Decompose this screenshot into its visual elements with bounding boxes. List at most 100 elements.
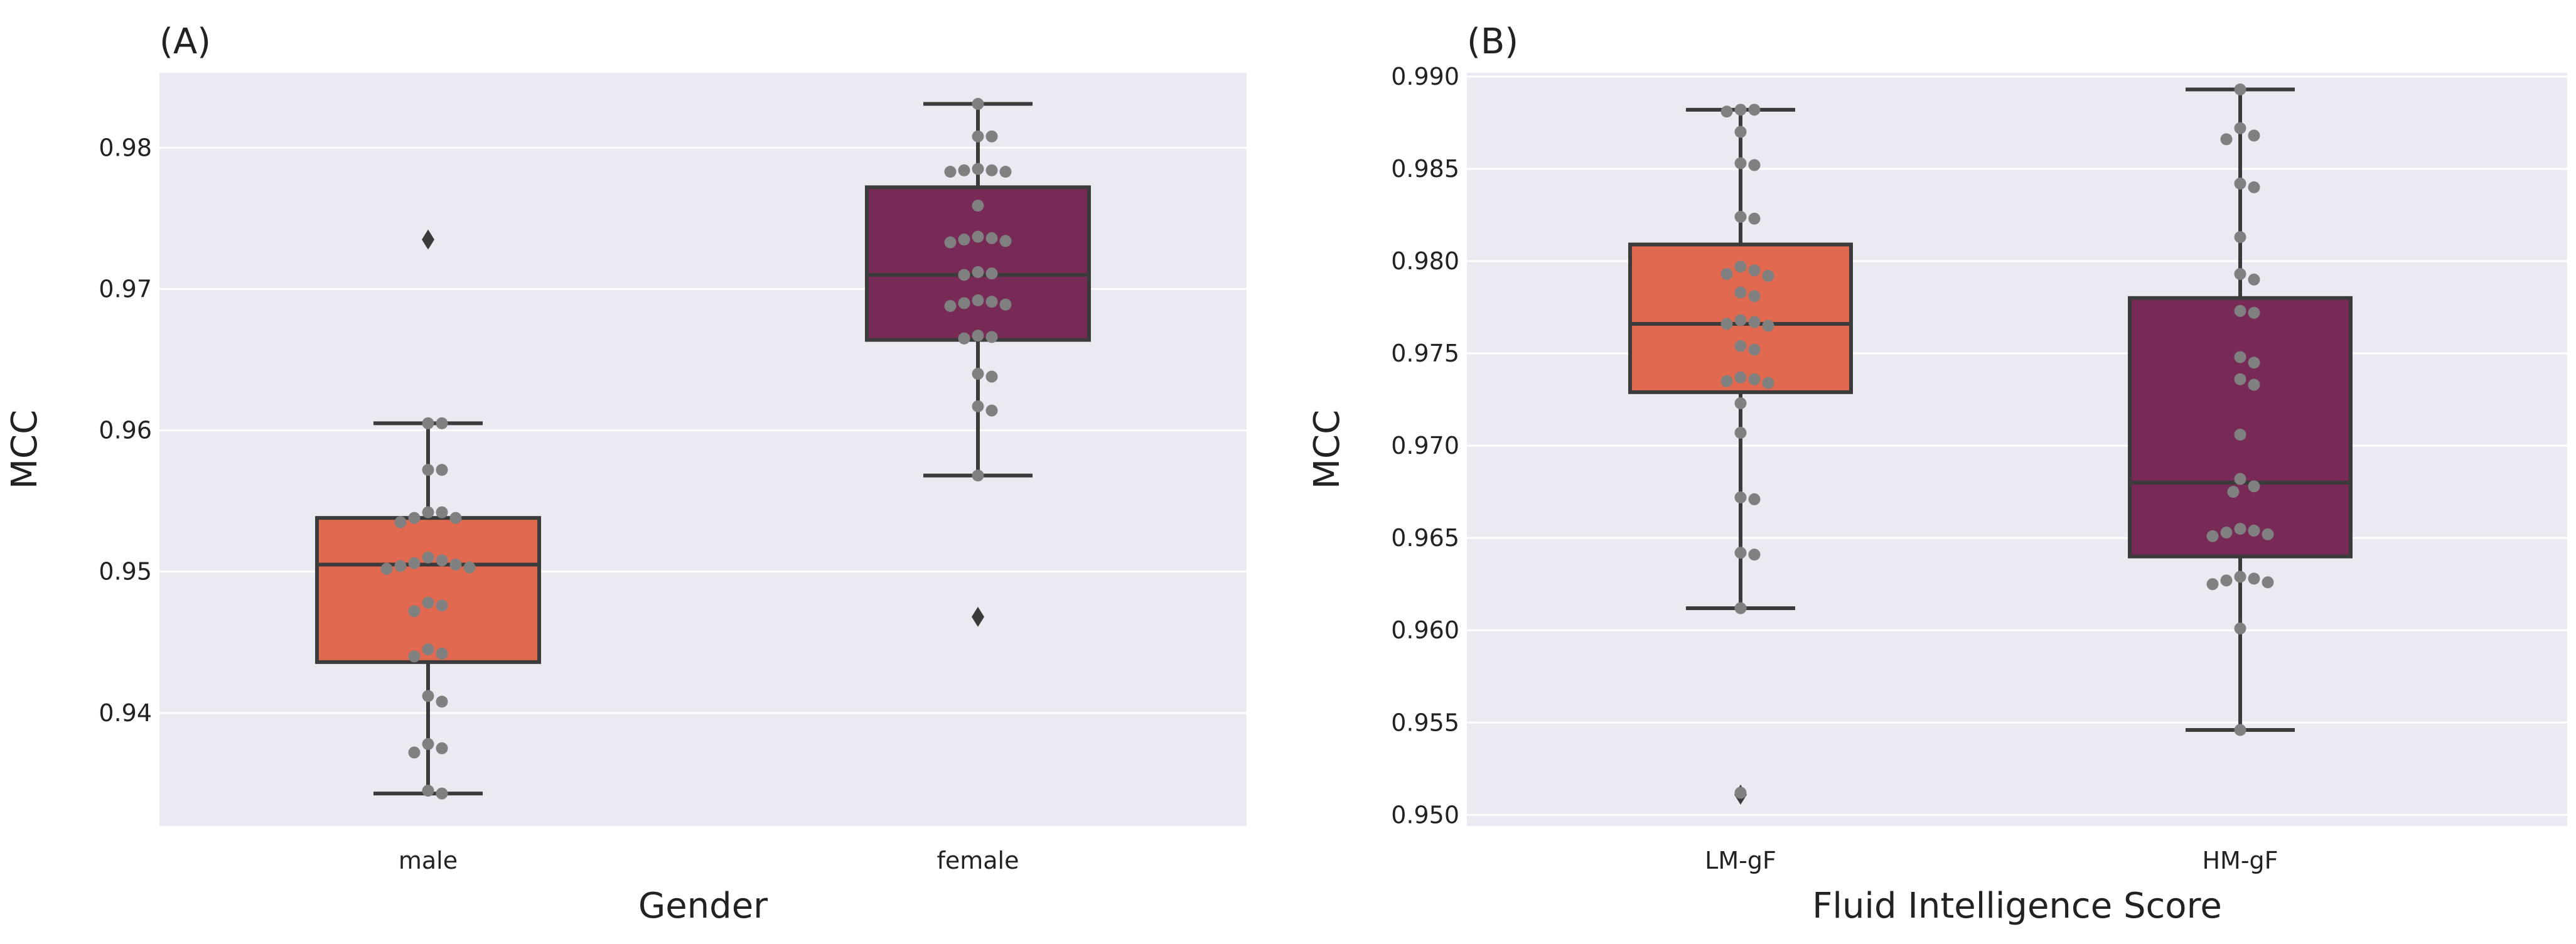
swarm-point (463, 561, 476, 574)
y-tick-label: 0.95 (99, 558, 152, 586)
plot-area (1467, 73, 2567, 826)
swarm-point (1734, 427, 1747, 439)
swarm-point (1748, 104, 1761, 116)
swarm-point (958, 332, 970, 345)
swarm-point (2248, 181, 2260, 193)
y-tick-label: 0.970 (1391, 432, 1459, 459)
swarm-point (972, 330, 984, 342)
swarm-point (408, 746, 421, 759)
y-tick-label: 0.985 (1391, 155, 1459, 183)
x-tick-label: HM-gF (2202, 847, 2278, 874)
y-tick-label: 0.960 (1391, 616, 1459, 644)
swarm-point (999, 298, 1012, 311)
swarm-point (2234, 351, 2246, 363)
swarm-point (408, 605, 421, 618)
swarm-point (2262, 576, 2274, 589)
swarm-point (1748, 264, 1761, 277)
swarm-point (436, 787, 448, 800)
swarm-point (1762, 319, 1774, 332)
x-tick-label: LM-gF (1705, 847, 1776, 874)
swarm-point (972, 230, 984, 243)
swarm-point (944, 299, 957, 312)
panel-label: (A) (159, 21, 211, 62)
swarm-point (2234, 122, 2246, 134)
swarm-point (958, 164, 970, 176)
swarm-point (1748, 290, 1761, 303)
swarm-point (408, 512, 421, 524)
swarm-point (2206, 530, 2219, 542)
swarm-point (422, 643, 434, 656)
y-tick-label: 0.980 (1391, 247, 1459, 275)
swarm-point (2227, 486, 2240, 498)
swarm-point (2234, 473, 2246, 485)
y-tick-label: 0.965 (1391, 524, 1459, 552)
swarm-point (422, 464, 434, 476)
swarm-point (2234, 428, 2246, 441)
swarm-point (1734, 491, 1747, 503)
swarm-point (1734, 126, 1747, 138)
swarm-point (2262, 528, 2274, 540)
swarm-point (999, 166, 1012, 178)
x-axis-title: Fluid Intelligence Score (1812, 886, 2222, 926)
swarm-point (985, 296, 998, 308)
swarm-point (972, 98, 984, 110)
swarm-point (436, 506, 448, 518)
swarm-point (436, 599, 448, 612)
swarm-point (2234, 83, 2246, 95)
swarm-point (422, 506, 434, 518)
swarm-point (436, 554, 448, 567)
swarm-point (985, 370, 998, 383)
swarm-point (972, 400, 984, 412)
swarm-point (958, 297, 970, 309)
swarm-point (958, 233, 970, 246)
swarm-point (1748, 493, 1761, 505)
panel-b: 0.950 0.955 0.960 0.965 0.970 0.975 0.980 0.985… (1307, 21, 2567, 926)
swarm-point (2234, 177, 2246, 190)
swarm-point (985, 267, 998, 280)
swarm-point (1748, 212, 1761, 225)
swarm-point (422, 551, 434, 564)
swarm-point (2234, 373, 2246, 385)
swarm-point (422, 596, 434, 609)
y-tick-label: 0.97 (99, 275, 152, 303)
swarm-point (1734, 104, 1747, 116)
swarm-point (972, 469, 984, 482)
y-tick-label: 0.950 (1391, 801, 1459, 829)
swarm-point (449, 558, 462, 571)
swarm-point (985, 164, 998, 176)
y-tick-label: 0.96 (99, 417, 152, 444)
swarm-point (436, 464, 448, 476)
swarm-point (2248, 273, 2260, 286)
swarm-point (1748, 316, 1761, 328)
swarm-point (2234, 231, 2246, 244)
swarm-point (1734, 286, 1747, 299)
x-axis-title: Gender (638, 886, 768, 926)
y-axis-title: MCC (4, 410, 45, 490)
swarm-point (394, 560, 407, 572)
swarm-point (436, 695, 448, 708)
swarm-point (2248, 357, 2260, 369)
swarm-point (1762, 270, 1774, 282)
swarm-point (436, 417, 448, 429)
swarm-point (2234, 304, 2246, 317)
y-tick-label: 0.98 (99, 134, 152, 161)
swarm-point (408, 557, 421, 569)
swarm-point (2248, 480, 2260, 493)
swarm-point (2220, 526, 2233, 539)
panel-a: 0.94 0.95 0.96 0.97 0.98 male female Gender MCC (… (4, 21, 1247, 926)
swarm-point (2234, 522, 2246, 535)
box-male (315, 516, 541, 664)
panel-label: (B) (1467, 21, 1518, 62)
swarm-point (449, 512, 462, 524)
swarm-point (2220, 574, 2233, 587)
swarm-point (380, 562, 393, 575)
swarm-point (1734, 397, 1747, 409)
swarm-point (1748, 549, 1761, 561)
swarm-point (1734, 786, 1747, 799)
swarm-point (422, 785, 434, 797)
swarm-point (422, 690, 434, 702)
swarm-point (436, 647, 448, 660)
swarm-point (944, 236, 957, 249)
swarm-point (2234, 268, 2246, 281)
